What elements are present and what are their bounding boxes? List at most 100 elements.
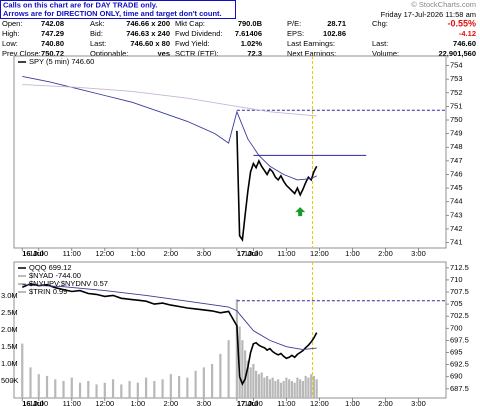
volume-bar [29, 367, 32, 398]
y-tick-label: 690 [450, 372, 463, 381]
volume-bar [285, 377, 288, 398]
date-label: Friday 17-Jul-2026 11:58 am [381, 10, 476, 19]
quote-label: SCTR (ETF): [175, 49, 219, 58]
y-tick-label: 702.5 [450, 311, 469, 320]
x-tick-label: 2:00 [378, 399, 393, 406]
volume-bar [268, 379, 271, 398]
y-tick-label: 753 [450, 74, 463, 83]
y-tick-label: 751 [450, 101, 463, 110]
y2-tick-label: 2.5M [1, 308, 18, 317]
x-tick-label: 3:00 [411, 399, 426, 406]
legend-label: $NYUPV:$NYDNV 0.57 [29, 279, 108, 288]
x-tick-label: 11:00 [277, 399, 295, 406]
stat-label: Last: [372, 39, 388, 48]
quote-label: Low: [2, 39, 18, 48]
quote-label: Mkt Cap: [175, 19, 205, 28]
volume-bar [194, 370, 197, 398]
quote-label: Prev Close: [2, 49, 41, 58]
legend-label: SPY (5 min) 746.60 [29, 57, 94, 66]
volume-bar [263, 377, 266, 398]
volume-bar [304, 375, 307, 398]
y-tick-label: 744 [450, 197, 463, 206]
x-tick-label: 16 Jul [22, 249, 43, 258]
quote-label: High: [2, 29, 20, 38]
x-tick-label: 1:00 [131, 399, 146, 406]
volume-bar [301, 381, 305, 398]
volume-bar [312, 375, 316, 398]
volume-bar [252, 364, 255, 398]
volume-bar [288, 379, 291, 398]
y-tick-label: 692.5 [450, 360, 469, 369]
quote-label: P/E: [287, 19, 301, 28]
y-tick-label: 700 [450, 323, 463, 332]
quote-value: 740.80 [41, 39, 64, 48]
volume-bar [211, 364, 214, 398]
x-tick-label: 12:00 [95, 249, 114, 258]
panel-frame [13, 55, 447, 249]
note-box [0, 0, 236, 19]
volume-bar [244, 350, 247, 398]
y-tick-label: 754 [450, 61, 463, 70]
volume-bar [153, 381, 156, 398]
y-tick-label: 687.5 [450, 384, 469, 393]
volume-bar [219, 353, 222, 398]
quote-value: 102.86 [323, 29, 346, 38]
volume-bar [111, 379, 115, 398]
x-tick-label: 10:00 [244, 399, 263, 406]
quote-label: Ask: [90, 19, 105, 28]
volume-bar [62, 381, 65, 398]
x-tick-label: 3:00 [411, 249, 426, 258]
x-tick-label: 17 Jul [237, 249, 258, 258]
volume-bar [54, 379, 57, 398]
x-tick-label: 10:00 [244, 249, 263, 258]
quote-value: 790.0B [238, 19, 263, 28]
x-tick-label: 2:00 [164, 399, 179, 406]
y2-tick-label: 1.0M [1, 359, 18, 368]
price-line [22, 84, 317, 117]
quote-label: Open: [2, 19, 22, 28]
quote-value: 72.3 [247, 49, 262, 58]
volume-bar [296, 377, 299, 398]
volume-bar [260, 372, 263, 398]
x-tick-label: 12:00 [310, 249, 329, 258]
volume-bar [241, 340, 244, 398]
volume-bar [21, 343, 24, 398]
y-tick-label: 749 [450, 129, 463, 138]
quote-value: 746.66 x 200 [126, 19, 170, 28]
x-tick-label: 3:00 [197, 249, 212, 258]
volume-bar [37, 374, 40, 398]
quote-label: Fwd Dividend: [175, 29, 223, 38]
quote-value: yes [157, 49, 170, 58]
quote-value: 7.61406 [235, 29, 262, 38]
volume-bar [227, 340, 230, 398]
volume-bar [290, 381, 294, 398]
y2-tick-label: 500K [1, 376, 19, 385]
volume-bar [271, 377, 274, 398]
quote-label: Next Earnings: [287, 49, 336, 58]
volume-bar [257, 374, 260, 398]
volume-bar [128, 381, 131, 398]
quote-label: Fwd Yield: [175, 39, 210, 48]
volume-bar [45, 375, 49, 398]
y-tick-label: 748 [450, 142, 463, 151]
x-tick-label: 11:00 [277, 249, 295, 258]
note-line: Calls on this chart are for DAY TRADE on… [3, 0, 157, 9]
volume-bar [186, 377, 189, 398]
y2-tick-label: 2.0M [1, 325, 18, 334]
quote-value: 746.63 x 240 [126, 29, 170, 38]
volume-bar [246, 360, 249, 398]
stat-value: -0.55% [447, 18, 476, 28]
stat-value: 746.60 [453, 39, 476, 48]
volume-bar [307, 377, 310, 398]
volume-bar [169, 374, 172, 398]
y-tick-label: 742 [450, 224, 463, 233]
x-tick-label: 11:00 [63, 399, 81, 406]
y-tick-label: 697.5 [450, 335, 469, 344]
stat-label: Chg: [372, 19, 388, 28]
y-tick-label: 705 [450, 299, 463, 308]
y-tick-label: 745 [450, 183, 463, 192]
x-tick-label: 17 Jul [237, 399, 258, 406]
y2-tick-label: 1.5M [1, 342, 18, 351]
y-tick-label: 746 [450, 169, 463, 178]
